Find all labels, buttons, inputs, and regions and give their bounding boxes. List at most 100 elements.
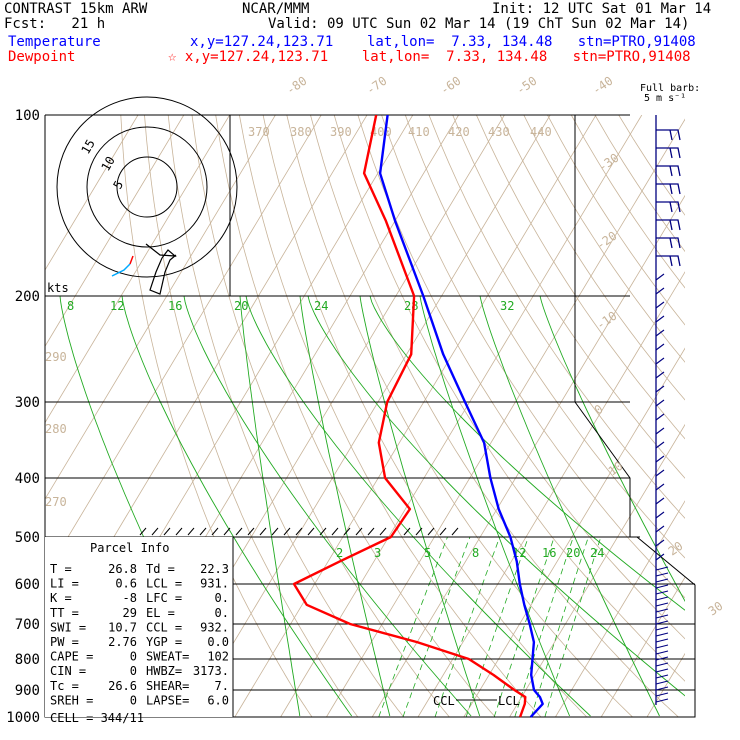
valid-time: Valid: 09 UTC Sun 02 Mar 14 (19 ChT Sun … [268, 16, 690, 32]
pressure-label: 800 [15, 652, 40, 668]
hodo-trace-upper [145, 243, 177, 295]
isotherm-line [234, 115, 597, 718]
isotherm-label: -60 [438, 74, 464, 98]
sounding-traces [292, 115, 544, 718]
moist-adiabat-line [369, 295, 685, 611]
theta-label: 370 [248, 125, 270, 139]
parcel-value: 3173. [193, 664, 229, 678]
isotherm-line [45, 115, 230, 424]
wind-barb [655, 584, 669, 589]
dry-adiabat-line [381, 115, 685, 599]
pressure-label: 900 [15, 683, 40, 699]
wind-barb [656, 219, 681, 231]
wind-barb [655, 656, 669, 661]
moist-adiabat-line [307, 295, 685, 697]
dry-adiabat-line [215, 115, 496, 718]
moist-adiabat-line [419, 295, 571, 717]
level-markers: CCL LCL [433, 694, 520, 708]
isotherm-label: -40 [590, 74, 616, 98]
moist-adiabat-line [479, 295, 660, 717]
wind-barb [655, 578, 669, 583]
parcel-value: 29 [123, 606, 137, 620]
isotherm-label: -20 [594, 229, 620, 253]
wind-barb [655, 602, 669, 607]
wind-barb [656, 129, 681, 141]
isotherm-line [45, 115, 139, 271]
parcel-value: 7. [215, 679, 229, 693]
theta-label: 390 [330, 125, 352, 139]
wind-barb [655, 692, 669, 697]
parcel-key: CAPE = [50, 650, 93, 664]
hodo-units: kts [47, 281, 69, 295]
wind-barb [655, 668, 669, 673]
theta-label: 410 [408, 125, 430, 139]
hatch-mark [427, 527, 435, 536]
wind-barb [655, 511, 665, 519]
wind-barb [655, 357, 665, 365]
plot-border [44, 114, 696, 718]
wind-barb [655, 455, 665, 463]
mixing-ratio-label: 5 [424, 546, 431, 560]
wind-barb [655, 385, 665, 393]
isotherm-line [45, 115, 276, 500]
isotherm-label: -80 [284, 74, 310, 98]
dry-adiabat-line [310, 115, 679, 718]
moist-adiabat-line [239, 295, 301, 717]
wind-barb [655, 572, 669, 577]
parcel-value: 932. [200, 620, 229, 634]
parcel-key: CIN = [50, 664, 86, 678]
hatch-mark [175, 527, 183, 536]
hatch-mark [439, 527, 447, 536]
wind-barb [655, 315, 665, 323]
wind-barb [655, 371, 665, 379]
parcel-key: TT = [50, 606, 79, 620]
hatch-mark [163, 527, 171, 536]
wind-barb [655, 497, 665, 505]
dry-adiabat-line [239, 115, 542, 718]
parcel-key: LFC = [146, 591, 182, 605]
parcel-value: 0 [130, 650, 137, 664]
wind-barb [655, 566, 669, 571]
moist-adiabat-line [539, 295, 685, 603]
wind-barb [655, 413, 665, 421]
parcel-key: LCL = [146, 577, 182, 591]
theta-label: 280 [45, 422, 67, 436]
parcel-value: 10.7 [108, 620, 137, 634]
barb-key-line2: 5 m s⁻¹ [644, 93, 687, 104]
mixing-ratio-line [402, 536, 471, 718]
isotherm-line [463, 347, 685, 718]
parcel-title: Parcel Info [90, 541, 169, 555]
isotherm-line [555, 500, 685, 718]
mixing-ratio-label: 8 [67, 299, 74, 313]
moist-adiabat-line [121, 295, 353, 717]
source-label: NCAR/MMM [242, 1, 310, 17]
moist-adiabat-line [299, 295, 391, 717]
mixing-ratio-label: 8 [472, 546, 479, 560]
wind-barb [655, 614, 669, 619]
pressure-label: 500 [15, 530, 40, 546]
hatch-mark [199, 527, 207, 536]
parcel-cell: CELL = 344/11 [50, 711, 144, 725]
parcel-key: LAPSE= [146, 693, 189, 707]
wind-barb [669, 183, 673, 195]
isotherm-label: -30 [596, 151, 622, 175]
parcel-key: CCL = [146, 620, 182, 634]
parcel-value: 26.6 [108, 679, 137, 693]
dewpoint-trace [292, 115, 527, 718]
wind-barb [655, 553, 665, 561]
barb-key-line1: Full barb: [640, 83, 701, 94]
wind-barb [655, 483, 665, 491]
parcel-value: 0. [215, 591, 229, 605]
dry-adiabat-line [333, 115, 685, 682]
wind-barb [656, 237, 681, 249]
hatch-mark [259, 527, 267, 536]
hatch-mark [271, 527, 279, 536]
parcel-key: SHEAR= [146, 679, 189, 693]
parcel-value: 6.0 [207, 693, 229, 707]
hodo-ring-label: 5 [110, 178, 126, 191]
wind-barb [655, 469, 665, 477]
mixing-ratio-label: 24 [314, 299, 328, 313]
